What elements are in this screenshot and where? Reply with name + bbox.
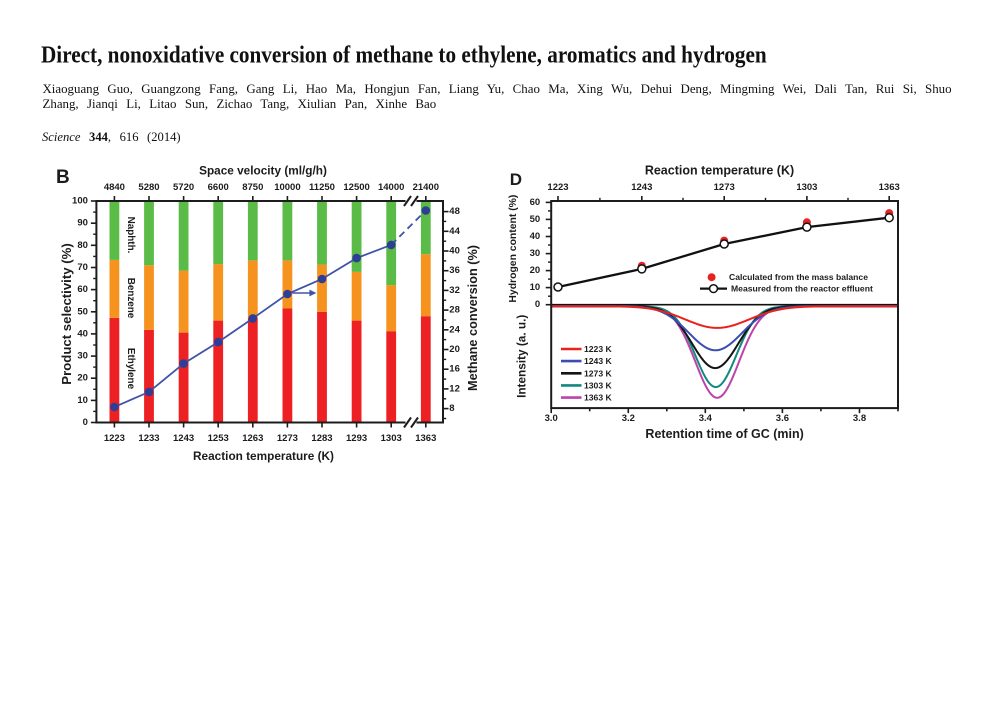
svg-text:1303: 1303 <box>381 433 402 444</box>
svg-text:Methane conversion (%): Methane conversion (%) <box>466 245 480 391</box>
svg-text:80: 80 <box>77 240 88 251</box>
svg-text:3.8: 3.8 <box>853 413 866 424</box>
svg-text:28: 28 <box>449 305 460 316</box>
svg-text:11250: 11250 <box>309 182 335 193</box>
svg-text:20: 20 <box>77 373 88 384</box>
svg-text:20: 20 <box>449 344 460 355</box>
svg-text:Naphth.: Naphth. <box>125 217 136 254</box>
svg-text:8: 8 <box>449 403 454 414</box>
svg-text:10: 10 <box>77 395 88 406</box>
svg-text:21400: 21400 <box>413 182 439 193</box>
svg-text:5280: 5280 <box>138 182 159 193</box>
svg-text:1273: 1273 <box>277 433 298 444</box>
svg-text:Hydrogen content (%): Hydrogen content (%) <box>508 195 519 303</box>
svg-text:1363: 1363 <box>879 182 900 193</box>
svg-text:B: B <box>56 167 70 188</box>
svg-text:D: D <box>510 170 522 189</box>
svg-text:4840: 4840 <box>104 182 125 193</box>
svg-text:30: 30 <box>77 351 88 362</box>
svg-text:1303 K: 1303 K <box>584 380 613 390</box>
svg-text:6600: 6600 <box>208 182 229 193</box>
svg-text:44: 44 <box>449 226 460 237</box>
svg-text:24: 24 <box>449 324 460 335</box>
svg-text:40: 40 <box>449 246 460 257</box>
svg-text:1273 K: 1273 K <box>584 368 613 378</box>
svg-text:Benzene: Benzene <box>125 278 136 319</box>
svg-text:1283: 1283 <box>311 433 332 444</box>
svg-text:30: 30 <box>530 248 541 259</box>
svg-text:1363: 1363 <box>415 433 436 444</box>
svg-text:70: 70 <box>77 262 88 273</box>
svg-text:1223: 1223 <box>104 433 125 444</box>
svg-text:48: 48 <box>449 206 460 217</box>
svg-text:60: 60 <box>77 284 88 295</box>
svg-text:Product selectivity (%): Product selectivity (%) <box>59 243 74 384</box>
svg-text:Intensity (a. u.): Intensity (a. u.) <box>514 315 528 398</box>
svg-text:20: 20 <box>530 265 541 276</box>
svg-text:5720: 5720 <box>173 182 194 193</box>
svg-text:40: 40 <box>77 328 88 339</box>
svg-text:Ethylene: Ethylene <box>125 348 136 390</box>
svg-text:3.6: 3.6 <box>776 413 789 424</box>
svg-text:50: 50 <box>530 214 541 225</box>
svg-text:Measured from the reactor effl: Measured from the reactor effluent <box>731 284 873 294</box>
svg-text:14000: 14000 <box>378 182 404 193</box>
svg-text:Retention time of GC (min): Retention time of GC (min) <box>645 427 803 441</box>
svg-text:36: 36 <box>449 265 460 276</box>
svg-text:1243: 1243 <box>173 433 194 444</box>
svg-text:100: 100 <box>72 196 88 207</box>
svg-text:8750: 8750 <box>242 182 263 193</box>
svg-text:3.4: 3.4 <box>699 413 713 424</box>
svg-text:1363 K: 1363 K <box>584 393 613 403</box>
svg-text:60: 60 <box>530 197 541 208</box>
svg-text:3.0: 3.0 <box>545 413 558 424</box>
svg-text:90: 90 <box>77 218 88 229</box>
svg-text:1243: 1243 <box>631 182 652 193</box>
svg-text:1303: 1303 <box>796 182 817 193</box>
svg-text:16: 16 <box>449 364 460 375</box>
svg-text:1223: 1223 <box>547 182 568 193</box>
svg-text:1293: 1293 <box>346 433 367 444</box>
svg-text:1243 K: 1243 K <box>584 356 613 366</box>
svg-text:Reaction temperature (K): Reaction temperature (K) <box>193 449 334 463</box>
svg-text:10000: 10000 <box>274 182 300 193</box>
svg-text:32: 32 <box>449 285 460 296</box>
svg-text:1253: 1253 <box>208 433 229 444</box>
svg-text:Reaction temperature (K): Reaction temperature (K) <box>645 164 794 178</box>
svg-text:50: 50 <box>77 306 88 317</box>
svg-text:1223 K: 1223 K <box>584 344 613 354</box>
svg-text:0: 0 <box>535 299 540 310</box>
svg-text:1233: 1233 <box>138 433 159 444</box>
svg-text:12: 12 <box>449 383 460 394</box>
svg-text:Calculated from the mass balan: Calculated from the mass balance <box>729 272 868 282</box>
svg-text:0: 0 <box>83 417 88 428</box>
svg-text:1263: 1263 <box>242 433 263 444</box>
svg-text:1273: 1273 <box>714 182 735 193</box>
svg-text:40: 40 <box>530 231 541 242</box>
svg-text:Space velocity (ml/g/h): Space velocity (ml/g/h) <box>199 163 327 177</box>
svg-text:3.2: 3.2 <box>622 413 635 424</box>
svg-text:10: 10 <box>530 282 541 293</box>
svg-text:12500: 12500 <box>343 182 369 193</box>
